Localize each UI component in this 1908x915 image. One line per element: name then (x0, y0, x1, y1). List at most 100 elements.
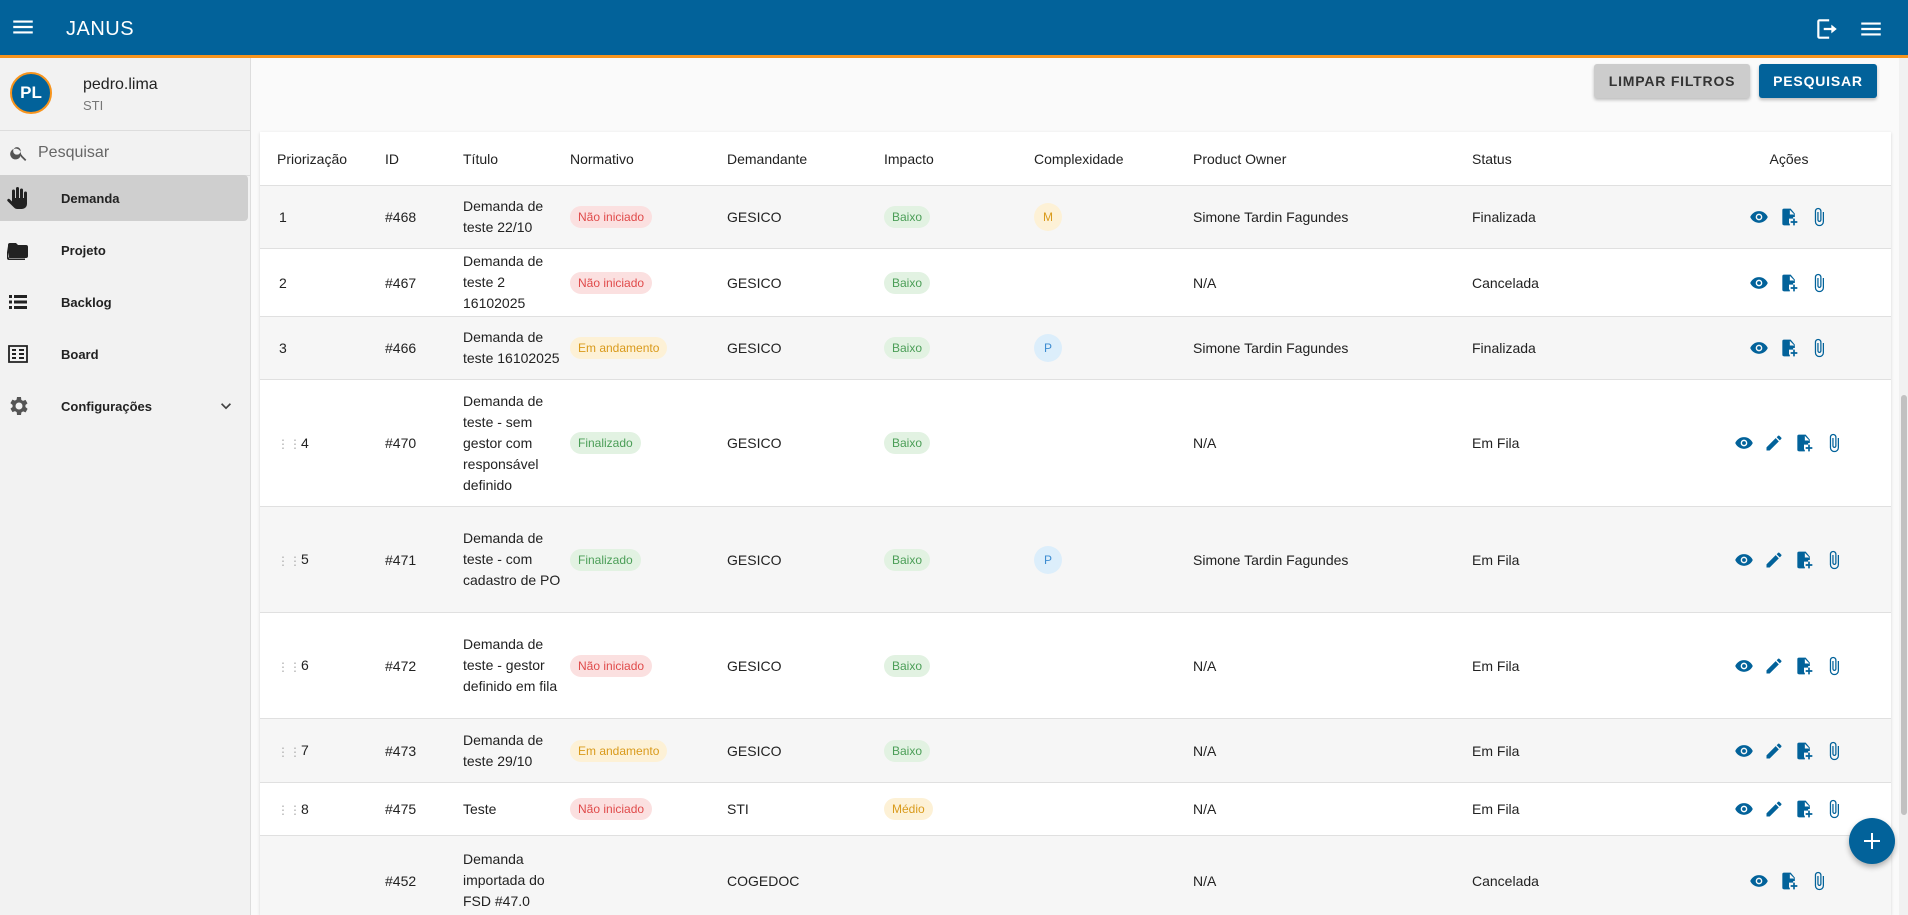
status-cell: Em Fila (1472, 612, 1687, 719)
drag-handle-icon[interactable]: ⋮⋮ (277, 659, 301, 674)
attachment-icon[interactable] (1824, 656, 1844, 676)
product-owner-cell: N/A (1193, 718, 1472, 783)
view-icon[interactable] (1749, 207, 1769, 227)
actions-cell (1687, 316, 1891, 380)
table-row[interactable]: 2 #467 Demanda de teste 2 16102025 Não i… (260, 248, 1891, 317)
col-header-product-owner[interactable]: Product Owner (1193, 132, 1472, 186)
col-header-impacto[interactable]: Impacto (884, 132, 1034, 186)
logout-icon[interactable] (1814, 16, 1840, 42)
edit-icon[interactable] (1764, 656, 1784, 676)
table-row[interactable]: ⋮⋮7 #473 Demanda de teste 29/10 Em andam… (260, 718, 1891, 783)
add-document-icon[interactable] (1779, 207, 1799, 227)
clear-filters-button[interactable]: LIMPAR FILTROS (1594, 64, 1750, 98)
attachment-icon[interactable] (1809, 273, 1829, 293)
attachment-icon[interactable] (1809, 871, 1829, 891)
col-header-complexidade[interactable]: Complexidade (1034, 132, 1193, 186)
search-input[interactable] (36, 139, 240, 167)
view-icon[interactable] (1749, 871, 1769, 891)
edit-icon[interactable] (1764, 741, 1784, 761)
drag-handle-icon[interactable]: ⋮⋮ (277, 744, 301, 759)
impacto-cell: Baixo (884, 718, 1034, 783)
sidebar-item-configuracoes[interactable]: Configurações (0, 383, 248, 429)
col-header-status[interactable]: Status (1472, 132, 1687, 186)
edit-icon[interactable] (1764, 433, 1784, 453)
user-department: STI (83, 98, 104, 113)
view-icon[interactable] (1749, 273, 1769, 293)
plus-icon (1864, 833, 1880, 849)
drag-handle-icon[interactable]: ⋮⋮ (277, 803, 301, 818)
title-cell: Demanda de teste 16102025 (463, 316, 570, 380)
impacto-badge: Baixo (884, 654, 931, 677)
table-row[interactable]: ⋮⋮4 #470 Demanda de teste - sem gestor c… (260, 379, 1891, 507)
table-row[interactable]: ⋮⋮5 #471 Demanda de teste - com cadastro… (260, 506, 1891, 613)
attachment-icon[interactable] (1809, 207, 1829, 227)
table-row[interactable]: ⋮⋮6 #472 Demanda de teste - gestor defin… (260, 612, 1891, 719)
sidebar-item-label: Backlog (61, 295, 112, 310)
add-document-icon[interactable] (1794, 656, 1814, 676)
id-cell: #468 (385, 185, 463, 249)
search-button[interactable]: PESQUISAR (1759, 64, 1877, 98)
drag-handle-icon[interactable]: ⋮⋮ (277, 553, 301, 568)
col-header-id[interactable]: ID (385, 132, 463, 186)
product-owner-cell: Simone Tardin Fagundes (1193, 316, 1472, 380)
add-document-icon[interactable] (1779, 273, 1799, 293)
add-document-icon[interactable] (1779, 871, 1799, 891)
view-icon[interactable] (1749, 338, 1769, 358)
normativo-cell: Não iniciado (570, 185, 727, 249)
attachment-icon[interactable] (1824, 433, 1844, 453)
col-header-normativo[interactable]: Normativo (570, 132, 727, 186)
attachment-icon[interactable] (1824, 741, 1844, 761)
view-icon[interactable] (1734, 799, 1754, 819)
id-cell: #472 (385, 612, 463, 719)
table-row[interactable]: 3 #466 Demanda de teste 16102025 Em anda… (260, 316, 1891, 380)
add-document-icon[interactable] (1794, 799, 1814, 819)
attachment-icon[interactable] (1824, 550, 1844, 570)
prio-cell (277, 835, 385, 915)
col-header-priorizacao[interactable]: Priorização (277, 132, 385, 186)
sidebar-item-board[interactable]: Board (0, 331, 248, 377)
status-cell: Finalizada (1472, 316, 1687, 380)
edit-icon[interactable] (1764, 799, 1784, 819)
demandante-cell: GESICO (727, 718, 884, 783)
demands-table: Priorização ID Título Normativo Demandan… (260, 132, 1891, 915)
id-cell: #452 (385, 835, 463, 915)
view-icon[interactable] (1734, 656, 1754, 676)
edit-icon[interactable] (1764, 550, 1784, 570)
table-row[interactable]: 1 #468 Demanda de teste 22/10 Não inicia… (260, 185, 1891, 249)
id-cell: #473 (385, 718, 463, 783)
normativo-badge: Não iniciado (570, 798, 653, 820)
add-document-icon[interactable] (1794, 741, 1814, 761)
col-header-demandante[interactable]: Demandante (727, 132, 884, 186)
view-icon[interactable] (1734, 550, 1754, 570)
sidebar-item-projeto[interactable]: Projeto (0, 227, 248, 273)
scrollbar-thumb[interactable] (1901, 395, 1907, 815)
sidebar-item-demanda[interactable]: Demanda (0, 175, 248, 221)
normativo-cell: Finalizado (570, 506, 727, 613)
chevron-down-icon[interactable] (216, 396, 236, 416)
drag-handle-icon[interactable]: ⋮⋮ (277, 437, 301, 452)
prio-value: 7 (301, 742, 309, 759)
table-row[interactable]: #452 Demanda importada do FSD #47.0 COGE… (260, 835, 1891, 915)
prio-value: 2 (279, 274, 287, 291)
col-header-titulo[interactable]: Título (463, 132, 570, 186)
title-cell: Demanda de teste 29/10 (463, 718, 570, 783)
impacto-badge: Baixo (884, 432, 931, 454)
view-icon[interactable] (1734, 433, 1754, 453)
add-document-icon[interactable] (1794, 550, 1814, 570)
product-owner-cell: Simone Tardin Fagundes (1193, 506, 1472, 613)
add-document-icon[interactable] (1794, 433, 1814, 453)
attachment-icon[interactable] (1824, 799, 1844, 819)
table-row[interactable]: ⋮⋮8 #475 Teste Não iniciado STI Médio N/… (260, 782, 1891, 836)
view-icon[interactable] (1734, 741, 1754, 761)
sidebar-item-backlog[interactable]: Backlog (0, 279, 248, 325)
impacto-cell: Baixo (884, 506, 1034, 613)
add-document-icon[interactable] (1779, 338, 1799, 358)
product-owner-cell: N/A (1193, 379, 1472, 507)
impacto-badge: Baixo (884, 548, 931, 571)
add-demand-button[interactable] (1849, 818, 1895, 864)
sidebar-search (0, 131, 250, 176)
menu-icon[interactable] (1858, 16, 1884, 42)
attachment-icon[interactable] (1809, 338, 1829, 358)
avatar[interactable]: PL (10, 72, 52, 114)
hamburger-menu-icon[interactable] (10, 14, 36, 40)
